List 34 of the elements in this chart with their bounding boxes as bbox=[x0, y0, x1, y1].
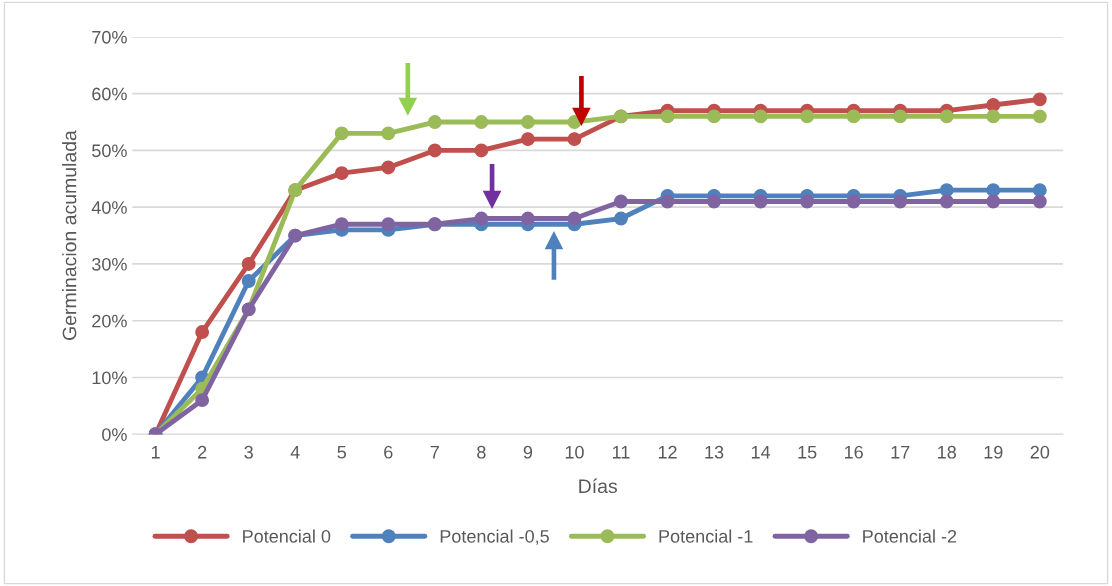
x-tick-label: 8 bbox=[477, 445, 486, 459]
x-tick-label: 4 bbox=[290, 446, 300, 459]
x-tick-label: 14 bbox=[751, 446, 771, 459]
legend-label: Potencial -1 bbox=[659, 529, 753, 543]
y-tick-label: 50% bbox=[92, 144, 127, 158]
x-tick-label: 1 bbox=[151, 446, 160, 459]
x-tick-label: 3 bbox=[244, 445, 253, 459]
x-tick-label: 10 bbox=[565, 445, 584, 459]
x-tick-label: 16 bbox=[844, 445, 863, 459]
x-tick-label: 6 bbox=[384, 445, 393, 459]
x-tick-label: 18 bbox=[938, 445, 956, 459]
y-tick-label: 30% bbox=[92, 257, 127, 271]
y-tick-label: 0% bbox=[102, 428, 127, 441]
x-axis-title: Días bbox=[579, 478, 617, 494]
x-tick-label: 7 bbox=[430, 446, 439, 459]
x-tick-label: 13 bbox=[705, 445, 724, 459]
x-tick-label: 11 bbox=[612, 446, 630, 459]
y-tick-label: 70% bbox=[92, 30, 127, 44]
legend-label: Potencial -0,5 bbox=[440, 529, 549, 545]
legend-label: Potencial 0 bbox=[243, 529, 331, 543]
y-tick-label: 60% bbox=[92, 87, 127, 101]
x-tick-label: 15 bbox=[798, 446, 817, 459]
y-axis-title: Germinacion acumulada bbox=[62, 130, 77, 340]
y-tick-label: 40% bbox=[91, 201, 127, 214]
x-tick-label: 19 bbox=[984, 445, 1003, 459]
y-tick-label: 10% bbox=[92, 371, 127, 385]
y-tick-label: 20% bbox=[92, 314, 127, 328]
x-tick-label: 17 bbox=[891, 446, 910, 459]
legend-label: Potencial -2 bbox=[863, 529, 957, 543]
x-tick-label: 20 bbox=[1030, 445, 1050, 459]
x-tick-label: 2 bbox=[198, 445, 207, 459]
x-tick-label: 12 bbox=[658, 445, 677, 459]
x-tick-label: 5 bbox=[337, 446, 347, 459]
x-tick-label: 9 bbox=[523, 445, 533, 459]
